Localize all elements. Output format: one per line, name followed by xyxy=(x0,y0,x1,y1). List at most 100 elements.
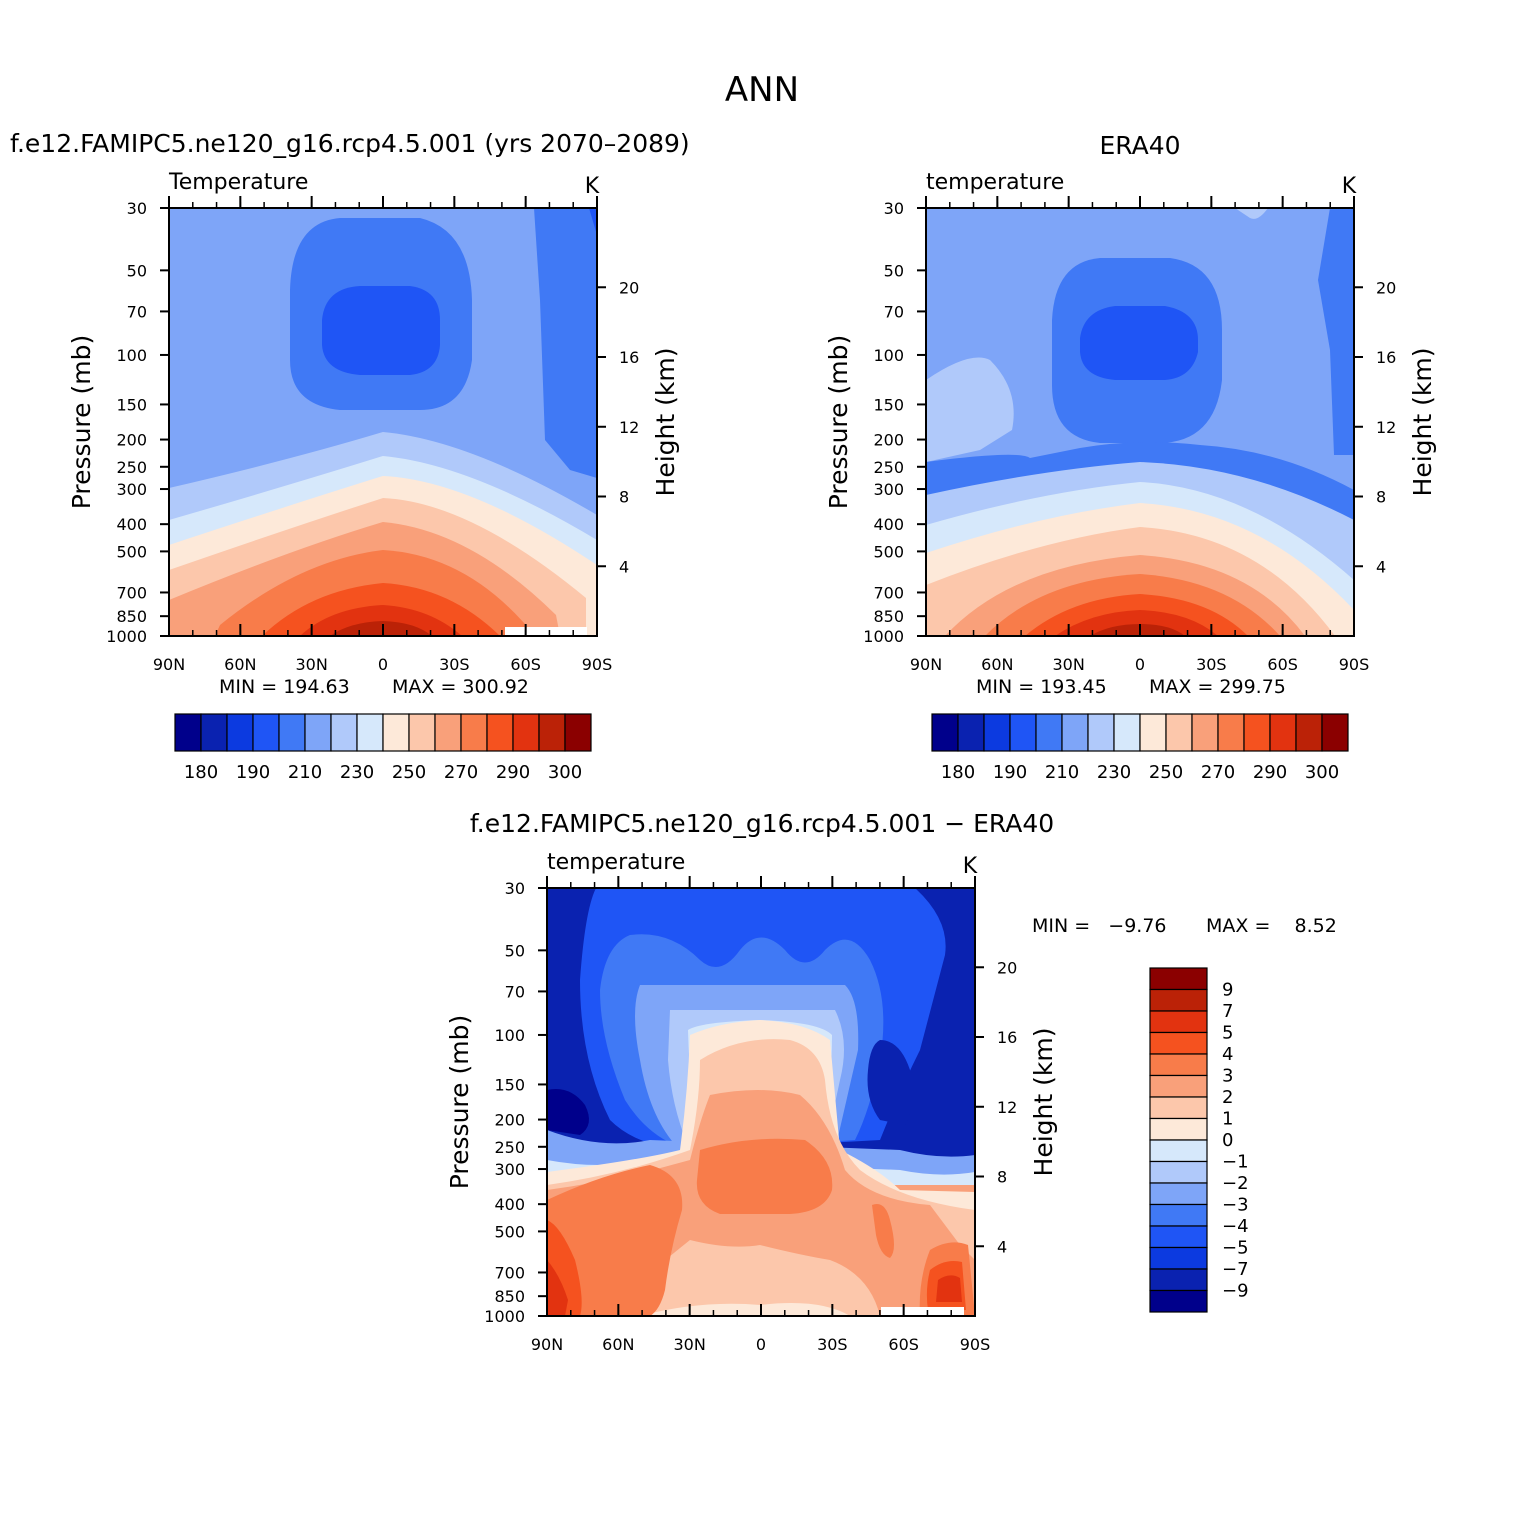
contour-fill xyxy=(867,1040,912,1125)
colorbar-swatch xyxy=(1149,1117,1208,1141)
colorbar-label: 250 xyxy=(392,762,426,783)
colorbar-swatch xyxy=(330,713,358,752)
colorbar-swatch xyxy=(174,713,202,752)
panel-model-ylabel-right: Height (km) xyxy=(651,348,680,497)
colorbar-swatch xyxy=(200,713,228,752)
y-tick-label: 400 xyxy=(494,1195,525,1214)
colorbar-swatch xyxy=(1149,1010,1208,1034)
x-tick-label: 90N xyxy=(910,655,942,674)
contour-fill xyxy=(322,286,440,375)
panel-obs-colorbar: 180 190 210 230 250 270 290 300 xyxy=(931,713,1349,783)
colorbar-swatch xyxy=(1113,713,1141,752)
colorbar-swatch xyxy=(538,713,566,752)
panel-obs-contours xyxy=(926,208,1354,636)
colorbar-swatch xyxy=(1149,1160,1208,1184)
panel-obs-min: MIN = 193.45 xyxy=(976,676,1107,698)
contour-fill xyxy=(1090,624,1185,636)
panel-model-variable: Temperature xyxy=(168,170,308,195)
colorbar-label: 250 xyxy=(1149,762,1183,783)
colorbar-label: −2 xyxy=(1222,1173,1249,1194)
y-tick-label: 200 xyxy=(494,1111,525,1130)
colorbar-swatch xyxy=(1035,713,1063,752)
panel-model-units: K xyxy=(585,174,600,199)
colorbar-swatch xyxy=(434,713,462,752)
y-tick-label: 400 xyxy=(873,515,904,534)
y-tick-label: 100 xyxy=(873,346,904,365)
panel-diff-units: K xyxy=(963,854,978,879)
y-right-tick-label: 12 xyxy=(619,418,639,437)
colorbar-label: 9 xyxy=(1222,980,1233,1001)
contour-fill xyxy=(926,357,1014,462)
panel-diff-ylabel: Pressure (mb) xyxy=(445,1015,474,1189)
colorbar-swatch xyxy=(1149,1182,1208,1206)
panel-model-min: MIN = 194.63 xyxy=(219,676,350,698)
y-right-tick-label: 4 xyxy=(1376,557,1386,576)
y-tick-label: 70 xyxy=(127,302,147,321)
colorbar-swatch xyxy=(1269,713,1297,752)
colorbar-label: 4 xyxy=(1222,1044,1233,1065)
y-tick-label: 300 xyxy=(116,480,147,499)
x-tick-label: 30N xyxy=(1053,655,1085,674)
y-tick-label: 100 xyxy=(494,1026,525,1045)
colorbar-swatch xyxy=(1149,1203,1208,1227)
colorbar-label: 190 xyxy=(993,762,1027,783)
panel-diff-ylabel-right: Height (km) xyxy=(1029,1028,1058,1177)
colorbar-label: 5 xyxy=(1222,1023,1233,1044)
panel-diff-variable: temperature xyxy=(547,850,685,875)
colorbar-swatch xyxy=(983,713,1011,752)
panel-diff-contours xyxy=(547,888,975,1316)
y-tick-label: 70 xyxy=(505,982,525,1001)
colorbar-swatch xyxy=(1165,713,1193,752)
y-right-tick-label: 20 xyxy=(1376,278,1396,297)
panel-model-max: MAX = 300.92 xyxy=(392,676,529,698)
colorbar-label: 290 xyxy=(1253,762,1287,783)
panel-model-contours xyxy=(169,208,597,636)
colorbar-label: 300 xyxy=(1305,762,1339,783)
colorbar-swatch xyxy=(1149,967,1208,991)
x-tick-label: 90S xyxy=(1339,655,1370,674)
y-tick-label: 850 xyxy=(116,607,147,626)
x-tick-label: 0 xyxy=(1135,655,1145,674)
y-tick-label: 500 xyxy=(494,1222,525,1241)
contour-fill xyxy=(696,1138,833,1214)
panel-obs-axes: 90N 60N 30N 0 30S 60S 90S 30 50 70 100 150 200 250 300… xyxy=(863,196,1396,674)
x-tick-label: 60S xyxy=(1267,655,1298,674)
y-tick-label: 500 xyxy=(116,542,147,561)
colorbar-label: −5 xyxy=(1222,1238,1249,1259)
colorbar-swatch xyxy=(1139,713,1167,752)
y-tick-label: 500 xyxy=(873,542,904,561)
y-tick-label: 300 xyxy=(494,1160,525,1179)
x-tick-label: 60S xyxy=(888,1335,919,1354)
colorbar-label: 230 xyxy=(340,762,374,783)
x-tick-label: 30N xyxy=(296,655,328,674)
panel-diff-axes: 90N 60N 30N 0 30S 60S 90S 30 50 70 100 150 200 250 300… xyxy=(484,876,1017,1354)
y-tick-label: 1000 xyxy=(863,627,904,646)
y-right-tick-label: 8 xyxy=(1376,488,1386,507)
x-tick-label: 30S xyxy=(439,655,470,674)
y-tick-label: 50 xyxy=(884,261,904,280)
panel-diff-min: MIN = −9.76 xyxy=(1032,915,1167,937)
colorbar-swatch xyxy=(1217,713,1245,752)
x-tick-label: 60S xyxy=(510,655,541,674)
y-tick-label: 30 xyxy=(884,199,904,218)
colorbar-label: 300 xyxy=(548,762,582,783)
colorbar-label: 210 xyxy=(288,762,322,783)
colorbar-label: 3 xyxy=(1222,1066,1233,1087)
x-tick-label: 90N xyxy=(531,1335,563,1354)
y-right-tick-label: 16 xyxy=(997,1028,1017,1047)
y-right-tick-label: 20 xyxy=(619,278,639,297)
colorbar-label: 190 xyxy=(236,762,270,783)
colorbar-label: −9 xyxy=(1222,1281,1249,1302)
x-tick-label: 60N xyxy=(981,655,1013,674)
colorbar-swatch xyxy=(957,713,985,752)
colorbar-label: 0 xyxy=(1222,1130,1233,1151)
colorbar-label: 7 xyxy=(1222,1001,1233,1022)
contour-fill xyxy=(640,1303,850,1316)
y-tick-label: 700 xyxy=(494,1263,525,1282)
x-tick-label: 0 xyxy=(378,655,388,674)
y-tick-label: 1000 xyxy=(106,627,147,646)
y-tick-label: 50 xyxy=(505,941,525,960)
panel-diff-max: MAX = 8.52 xyxy=(1206,915,1337,937)
colorbar-swatch xyxy=(1149,1268,1208,1292)
colorbar-swatch xyxy=(1149,988,1208,1012)
